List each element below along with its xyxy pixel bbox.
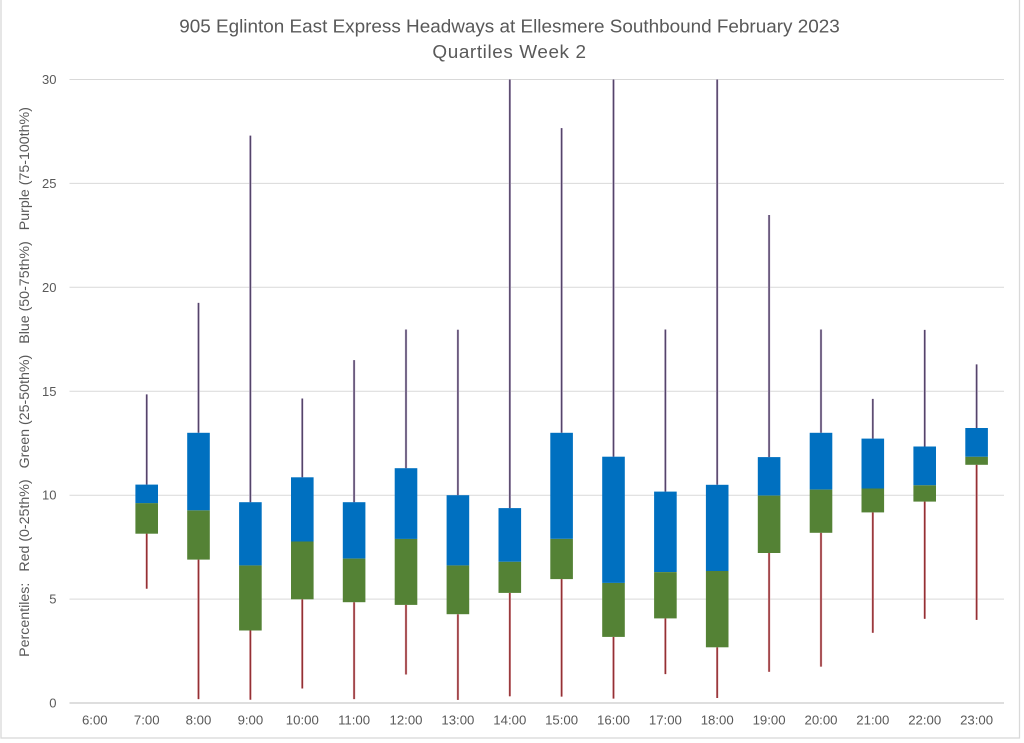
svg-text:Percentiles: Red (0-25th%) G: Percentiles: Red (0-25th%) Green (25-50t… [17,107,33,657]
svg-text:905 Eglinton East Express Head: 905 Eglinton East Express Headways at El… [179,17,840,38]
svg-text:12:00: 12:00 [389,713,422,728]
svg-text:11:00: 11:00 [338,713,370,728]
svg-text:23:00: 23:00 [960,713,993,728]
svg-text:Quartiles Week 2: Quartiles Week 2 [432,42,586,63]
svg-text:5: 5 [49,592,56,607]
svg-text:30: 30 [42,72,56,87]
svg-text:17:00: 17:00 [649,713,682,728]
svg-text:21:00: 21:00 [856,713,889,728]
svg-text:15:00: 15:00 [545,713,578,728]
svg-text:16:00: 16:00 [597,713,630,728]
svg-text:20:00: 20:00 [804,713,837,728]
svg-text:18:00: 18:00 [701,713,734,728]
svg-text:8:00: 8:00 [186,713,212,728]
svg-text:25: 25 [42,176,56,191]
svg-text:22:00: 22:00 [908,713,941,728]
svg-text:7:00: 7:00 [134,713,160,728]
svg-text:13:00: 13:00 [441,713,474,728]
svg-text:14:00: 14:00 [493,713,526,728]
svg-text:9:00: 9:00 [238,713,264,728]
svg-text:20: 20 [42,280,56,295]
svg-text:15: 15 [42,384,56,399]
svg-text:6:00: 6:00 [82,713,108,728]
svg-text:10: 10 [42,488,56,503]
svg-text:10:00: 10:00 [286,713,319,728]
svg-text:0: 0 [49,696,56,711]
svg-text:19:00: 19:00 [753,713,786,728]
